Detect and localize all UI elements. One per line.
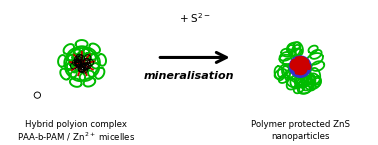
Ellipse shape bbox=[295, 59, 305, 68]
Ellipse shape bbox=[294, 63, 307, 75]
Ellipse shape bbox=[302, 54, 309, 65]
Circle shape bbox=[290, 56, 311, 77]
Ellipse shape bbox=[297, 63, 304, 70]
Ellipse shape bbox=[298, 64, 306, 71]
Ellipse shape bbox=[296, 69, 301, 74]
Text: PAA-b-PAM / Zn$^{2+}$ micelles: PAA-b-PAM / Zn$^{2+}$ micelles bbox=[17, 131, 136, 143]
Text: mineralisation: mineralisation bbox=[144, 71, 234, 81]
Text: + S$^{2-}$: + S$^{2-}$ bbox=[179, 12, 211, 25]
Ellipse shape bbox=[295, 54, 303, 67]
Text: Hybrid polyion complex: Hybrid polyion complex bbox=[25, 120, 127, 129]
Ellipse shape bbox=[297, 62, 304, 73]
Ellipse shape bbox=[301, 63, 306, 69]
Ellipse shape bbox=[290, 60, 300, 70]
Text: nanoparticles: nanoparticles bbox=[271, 132, 330, 141]
Ellipse shape bbox=[297, 65, 302, 73]
Text: Polymer protected ZnS: Polymer protected ZnS bbox=[251, 120, 350, 129]
Ellipse shape bbox=[301, 59, 311, 69]
